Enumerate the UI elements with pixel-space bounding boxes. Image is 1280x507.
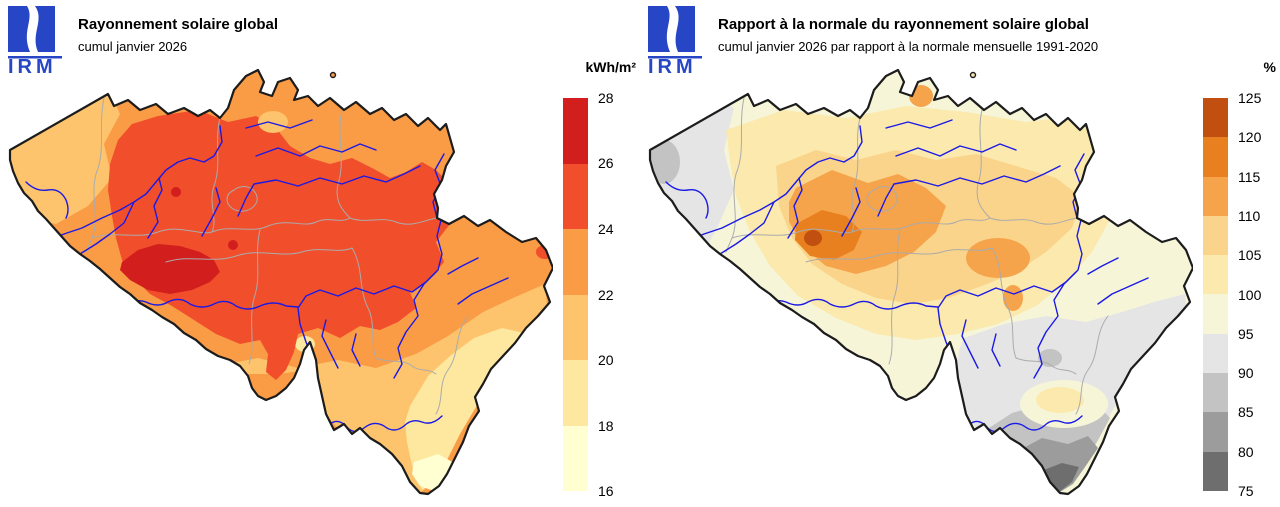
right-colorbar: 125 120 115 110 105 100 95 90 85 80 75: [1203, 90, 1261, 499]
left-map-subtitle: cumul janvier 2026: [78, 39, 188, 54]
colorbar-tick-label: 90: [1238, 365, 1254, 382]
colorbar-segment: [1203, 451, 1228, 491]
colorbar-segment: [1203, 333, 1228, 374]
contour-region: [1036, 387, 1084, 413]
baarle-enclave: [969, 71, 977, 79]
map-belgium-solar-radiation-anomaly: [648, 68, 1193, 496]
baarle-enclave: [329, 71, 337, 79]
colorbar-segment: [563, 229, 588, 295]
irm-logo-cut: [666, 6, 679, 52]
colorbar-segment: [563, 425, 588, 491]
colorbar-tick-label: 28: [598, 90, 614, 106]
irm-logo-rule: [8, 56, 62, 59]
contour-region: [650, 140, 680, 184]
irm-logo-text: IRM: [8, 56, 57, 74]
colorbar-segment: [1203, 255, 1228, 295]
right-map-subtitle: cumul janvier 2026 par rapport à la norm…: [718, 39, 1099, 54]
left-colorbar-scale: [563, 98, 588, 491]
left-colorbar-ticks: 28 26 24 22 20 18 16: [598, 90, 643, 499]
right-legend-unit: %: [1263, 59, 1276, 75]
contour-region: [804, 230, 822, 246]
contour-region: [171, 187, 181, 197]
colorbar-segment: [1203, 373, 1228, 413]
colorbar-tick-label: 95: [1238, 325, 1254, 342]
right-colorbar-ticks: 125 120 115 110 105 100 95 90 85 80 75: [1238, 90, 1280, 499]
contour-region: [228, 240, 238, 250]
colorbar-tick-label: 16: [598, 483, 614, 499]
colorbar-tick-label: 105: [1238, 247, 1262, 264]
left-colorbar: 28 26 24 22 20 18 16: [563, 90, 614, 499]
colorbar-tick-label: 22: [598, 286, 614, 303]
contour-region: [108, 110, 450, 380]
colorbar-tick-label: 120: [1238, 129, 1262, 146]
map-belgium-solar-radiation: [8, 68, 553, 496]
contour-region: [1041, 463, 1079, 492]
contour-region: [120, 244, 220, 294]
contour-region: [216, 284, 548, 493]
irm-logo-text: IRM: [648, 56, 697, 74]
colorbar-tick-label: 24: [598, 220, 614, 237]
colorbar-tick-label: 115: [1238, 168, 1261, 185]
colorbar-tick-label: 85: [1238, 404, 1254, 421]
colorbar-tick-label: 75: [1238, 483, 1254, 499]
contour-region: [966, 238, 1030, 278]
colorbar-tick-label: 125: [1238, 90, 1262, 106]
irm-logo-cut: [26, 6, 39, 52]
irm-logo-rule: [648, 56, 702, 59]
right-map-contour-fills: [650, 70, 1193, 494]
contour-region: [258, 111, 288, 133]
colorbar-segment: [563, 294, 588, 360]
right-map-title: Rapport à la normale du rayonnement sola…: [718, 16, 1089, 33]
colorbar-tick-label: 110: [1238, 207, 1261, 224]
contour-region: [1016, 436, 1098, 492]
irm-logo: IRM: [648, 6, 702, 74]
colorbar-segment: [1203, 137, 1228, 177]
colorbar-segment: [1203, 98, 1228, 138]
colorbar-segment: [1203, 412, 1228, 452]
irm-logo: IRM: [8, 6, 62, 74]
colorbar-tick-label: 26: [598, 155, 614, 172]
colorbar-segment: [563, 163, 588, 229]
colorbar-tick-label: 80: [1238, 443, 1254, 460]
contour-region: [795, 210, 862, 260]
colorbar-segment: [563, 98, 588, 164]
contour-region: [1003, 285, 1023, 311]
colorbar-segment: [1203, 176, 1228, 216]
right-colorbar-scale: [1203, 98, 1228, 491]
colorbar-segment: [1203, 215, 1228, 256]
colorbar-segment: [563, 360, 588, 426]
colorbar-tick-label: 100: [1238, 286, 1262, 303]
left-map-contour-fills: [10, 70, 553, 494]
left-map-title: Rayonnement solaire global: [78, 16, 279, 33]
colorbar-tick-label: 20: [598, 351, 614, 368]
colorbar-segment: [1203, 294, 1228, 334]
colorbar-tick-label: 18: [598, 417, 614, 434]
left-legend-unit: kWh/m²: [585, 59, 636, 75]
